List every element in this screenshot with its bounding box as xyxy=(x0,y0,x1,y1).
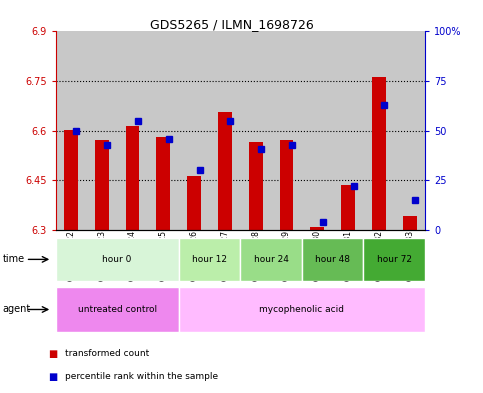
Bar xyxy=(394,31,425,230)
Bar xyxy=(249,142,263,230)
Text: agent: agent xyxy=(2,305,30,314)
Text: GDS5265 / ILMN_1698726: GDS5265 / ILMN_1698726 xyxy=(150,18,314,31)
Bar xyxy=(117,31,148,230)
Bar xyxy=(56,238,179,281)
Bar xyxy=(403,216,416,230)
Bar xyxy=(56,31,86,230)
Bar xyxy=(179,287,425,332)
Bar xyxy=(218,112,232,230)
Text: untreated control: untreated control xyxy=(78,305,156,314)
Bar xyxy=(311,227,324,230)
Bar xyxy=(156,137,170,230)
Bar xyxy=(372,77,386,230)
Bar xyxy=(280,140,293,230)
Text: ■: ■ xyxy=(48,349,57,359)
Bar xyxy=(271,31,302,230)
Bar xyxy=(187,176,201,230)
Bar xyxy=(333,31,364,230)
Bar xyxy=(86,31,117,230)
Bar xyxy=(95,140,109,230)
Bar xyxy=(240,31,271,230)
Bar xyxy=(364,238,425,281)
Bar xyxy=(302,31,333,230)
Text: hour 72: hour 72 xyxy=(377,255,412,264)
Bar xyxy=(302,238,364,281)
Bar xyxy=(179,238,240,281)
Text: hour 0: hour 0 xyxy=(102,255,132,264)
Bar xyxy=(241,238,302,281)
Bar xyxy=(179,31,210,230)
Text: hour 12: hour 12 xyxy=(192,255,227,264)
Bar xyxy=(56,287,179,332)
Bar xyxy=(148,31,179,230)
Text: hour 48: hour 48 xyxy=(315,255,350,264)
Text: time: time xyxy=(2,254,25,264)
Text: percentile rank within the sample: percentile rank within the sample xyxy=(65,372,218,381)
Bar xyxy=(364,31,394,230)
Text: hour 24: hour 24 xyxy=(254,255,288,264)
Bar xyxy=(126,126,140,230)
Bar xyxy=(210,31,240,230)
Bar xyxy=(64,130,78,230)
Text: mycophenolic acid: mycophenolic acid xyxy=(259,305,344,314)
Text: transformed count: transformed count xyxy=(65,349,149,358)
Bar xyxy=(341,185,355,230)
Text: ■: ■ xyxy=(48,372,57,382)
